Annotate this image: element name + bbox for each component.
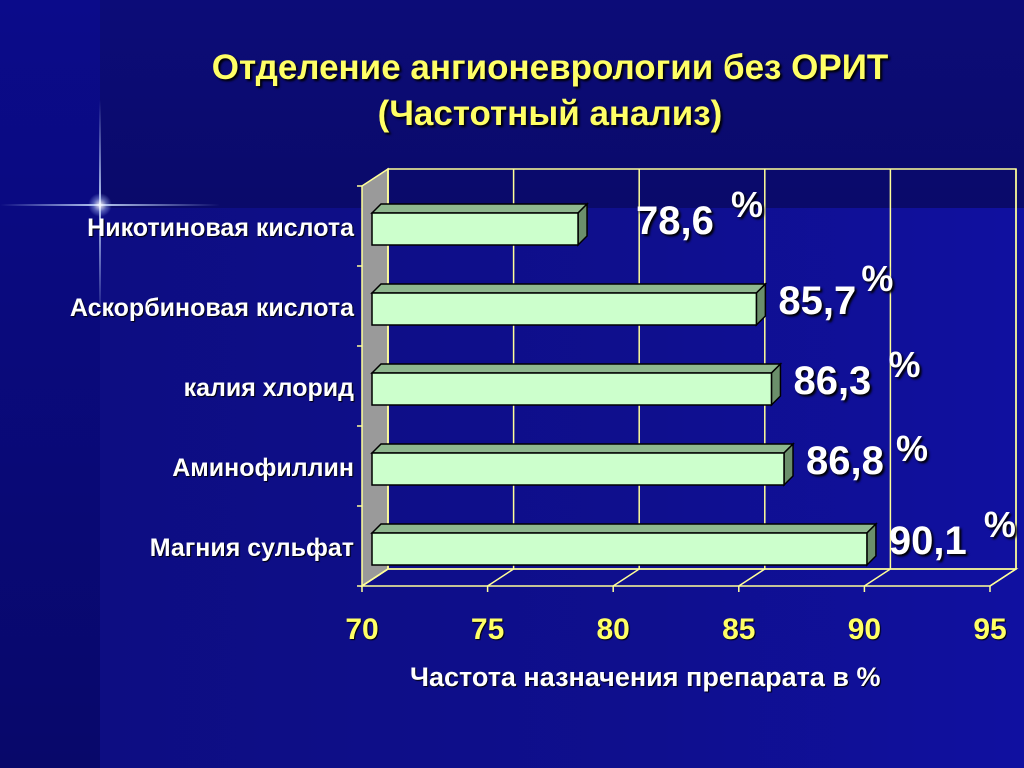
bar-top-face (370, 203, 589, 214)
data-label-unit: % (861, 258, 894, 299)
bar-top-face (370, 443, 795, 454)
data-label: 85,7 (778, 279, 857, 323)
chart-floor (359, 568, 1019, 587)
data-label-unit: % (896, 428, 929, 469)
bar-top-face (370, 523, 878, 534)
category-label: Аминофиллин (172, 454, 354, 482)
x-tick-label: 95 (973, 613, 1007, 646)
data-label-unit: % (983, 504, 1016, 545)
floor-gridline (989, 568, 1017, 587)
background-left-panel (0, 0, 100, 768)
data-label: 78,6 (636, 199, 714, 243)
bar-top-face (370, 283, 768, 294)
category-label: Магния сульфат (149, 534, 354, 562)
x-tick-label: 80 (596, 613, 630, 646)
data-label-unit: % (888, 344, 921, 385)
bar (371, 532, 868, 566)
bar (371, 452, 785, 486)
floor-gridline (863, 568, 891, 587)
bar-top-face (370, 363, 783, 374)
category-label: Аскорбиновая кислота (69, 294, 354, 322)
x-axis-title: Частота назначения препарата в % (410, 662, 881, 692)
floor-gridline (612, 568, 640, 587)
bar (371, 212, 579, 246)
chart-title-line-1: Отделение ангионеврологии без ОРИТ (211, 48, 889, 87)
data-label: 86,8 (806, 439, 884, 483)
x-tick-label: 70 (345, 613, 379, 646)
data-label: 90,1 (888, 519, 967, 563)
category-label: калия хлорид (183, 374, 354, 402)
x-tick-label: 90 (847, 613, 882, 646)
floor-gridline (487, 568, 515, 587)
chart-title-line-2: (Частотный анализ) (377, 94, 723, 133)
bar (371, 372, 773, 406)
category-label: Никотиновая кислота (87, 214, 354, 242)
light-flare-glow (88, 193, 112, 217)
x-tick-label: 85 (722, 613, 756, 646)
data-label-unit: % (731, 184, 764, 225)
x-tick-label: 75 (470, 613, 505, 646)
bar (371, 292, 758, 326)
data-label: 86,3 (793, 359, 872, 403)
floor-gridline (361, 568, 389, 587)
background-top-band (100, 0, 1024, 208)
floor-gridline (738, 568, 766, 587)
